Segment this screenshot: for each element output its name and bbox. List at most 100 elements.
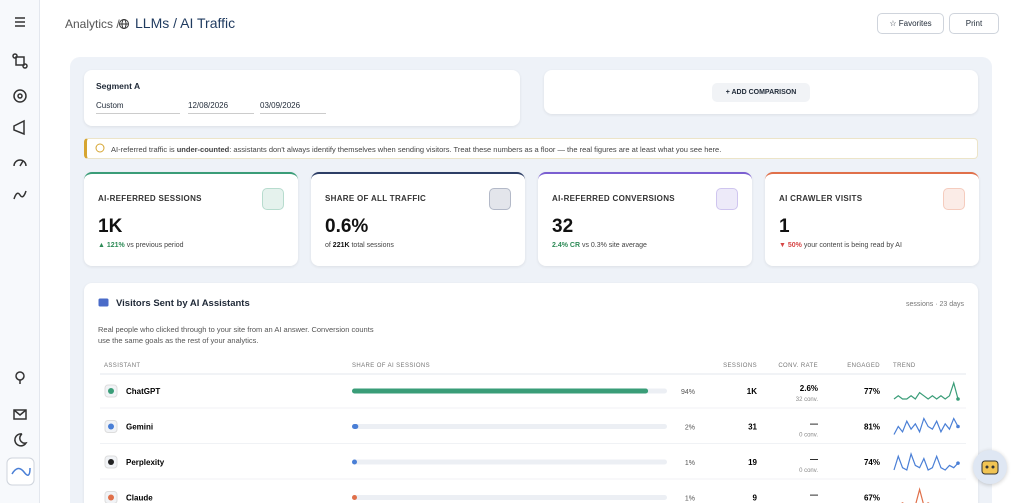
column-header: SHARE OF AI SESSIONS bbox=[352, 363, 430, 369]
kpi-label: AI-REFERRED CONVERSIONS bbox=[552, 194, 675, 203]
kpi-value: 0.6% bbox=[325, 216, 369, 237]
gauge-icon[interactable] bbox=[13, 159, 27, 167]
kpi-highlight: 2.4% CR bbox=[552, 242, 581, 249]
share-label: 2% bbox=[685, 425, 695, 432]
kpi-highlight: 221K bbox=[332, 242, 350, 249]
column-header: SESSIONS bbox=[723, 363, 757, 369]
settings-icon[interactable] bbox=[13, 89, 27, 103]
kpi-sub: ▲ 121% vs previous period bbox=[98, 242, 184, 249]
start-date[interactable]: 12/08/2026 bbox=[188, 101, 254, 114]
kpi-icon bbox=[262, 188, 284, 210]
kpi-value: 1 bbox=[779, 216, 790, 237]
kpi-note: your content is being read by AI bbox=[801, 242, 902, 249]
kpi-icon bbox=[489, 188, 511, 210]
description-line: use the same goals as the rest of your a… bbox=[98, 336, 259, 345]
kpi-icon bbox=[943, 188, 965, 210]
sessions: 31 bbox=[748, 423, 757, 432]
kpi-sub: of 221K total sessions bbox=[325, 242, 394, 249]
sidebar bbox=[0, 0, 40, 503]
kpi-card: AI-REFERRED CONVERSIONS 32 2.4% CR vs 0.3%… bbox=[538, 172, 752, 266]
assistant-name: ChatGPT bbox=[126, 387, 160, 396]
bot-icon bbox=[981, 460, 999, 475]
kpi-value: 1K bbox=[98, 216, 123, 237]
segment-select[interactable]: Custom bbox=[96, 101, 180, 114]
kpi-card: SHARE OF ALL TRAFFIC 0.6% of 221K total se… bbox=[311, 172, 525, 266]
comparison-card: + ADD COMPARISON bbox=[544, 70, 978, 114]
trend-end bbox=[956, 461, 960, 465]
page-title: LLMs / AI Traffic bbox=[135, 15, 236, 31]
share-track bbox=[352, 424, 667, 429]
share-bar bbox=[352, 495, 357, 500]
share-label: 1% bbox=[685, 496, 695, 503]
kpi-highlight: ▲ 121% bbox=[98, 242, 125, 249]
trend-end bbox=[956, 397, 960, 401]
kpi-label: AI-REFERRED SESSIONS bbox=[98, 194, 202, 203]
column-header: TREND bbox=[893, 363, 916, 369]
kpi-sub: 2.4% CR vs 0.3% site average bbox=[552, 242, 647, 249]
info-icon bbox=[95, 143, 105, 153]
notice-text: : assistants don't always identify thems… bbox=[229, 145, 722, 154]
assistant-logo bbox=[108, 423, 114, 430]
kpi-note: vs previous period bbox=[124, 242, 184, 249]
share-label: 1% bbox=[685, 460, 695, 467]
share-bar bbox=[352, 388, 649, 394]
kpi-note: vs 0.3% site average bbox=[580, 242, 647, 249]
table-description: Real people who clicked through to your … bbox=[98, 324, 374, 346]
globe-icon bbox=[119, 19, 129, 29]
favorites-button[interactable]: ☆ Favorites bbox=[877, 13, 944, 34]
moon-icon[interactable] bbox=[14, 433, 28, 447]
segment-card: Segment A Custom 12/08/2026 03/09/2026 bbox=[84, 70, 520, 126]
conv-rate: — bbox=[810, 455, 818, 464]
trend-line bbox=[893, 380, 959, 400]
logo[interactable] bbox=[6, 457, 35, 486]
notice: AI-referred traffic is under-counted: as… bbox=[84, 138, 978, 159]
assistant-name: Perplexity bbox=[126, 458, 165, 467]
table-meta: sessions · 23 days bbox=[906, 301, 964, 308]
engaged: 67% bbox=[864, 494, 880, 503]
assistant-logo bbox=[108, 494, 114, 501]
bulb-icon[interactable] bbox=[15, 371, 25, 384]
kpi-value: 32 bbox=[552, 216, 574, 237]
share-track bbox=[352, 495, 667, 500]
breadcrumb[interactable]: Analytics / bbox=[65, 17, 120, 31]
conv-count: 0 conv. bbox=[799, 468, 818, 474]
notice-text: AI-referred traffic is bbox=[111, 145, 177, 154]
kpi-card: AI-REFERRED SESSIONS 1K ▲ 121% vs previous… bbox=[84, 172, 298, 266]
engaged: 77% bbox=[864, 387, 880, 396]
kpi-prefix: of bbox=[325, 242, 333, 249]
kpi-label: SHARE OF ALL TRAFFIC bbox=[325, 194, 427, 203]
assistant-bot-button[interactable] bbox=[973, 450, 1007, 484]
megaphone-icon[interactable] bbox=[13, 119, 25, 136]
conv-rate: — bbox=[810, 491, 818, 500]
share-label: 94% bbox=[681, 389, 695, 396]
share-bar bbox=[352, 459, 357, 465]
notice-strong: under-counted bbox=[176, 145, 230, 154]
kpi-icon bbox=[716, 188, 738, 210]
chat-icon bbox=[98, 298, 109, 307]
description-line: Real people who clicked through to your … bbox=[98, 325, 374, 334]
sidebar-icons bbox=[6, 17, 35, 486]
add-comparison-button[interactable]: + ADD COMPARISON bbox=[712, 83, 810, 102]
kpi-sub: ▼ 50% your content is being read by AI bbox=[779, 242, 902, 249]
assistant-name: Claude bbox=[126, 494, 153, 503]
command-icon[interactable] bbox=[12, 53, 28, 69]
assistant-logo bbox=[108, 459, 114, 465]
route-icon[interactable] bbox=[13, 190, 27, 200]
engaged: 74% bbox=[864, 458, 880, 467]
segment-title: Segment A bbox=[96, 81, 141, 91]
table-title: Visitors Sent by AI Assistants bbox=[116, 298, 250, 309]
trend-line bbox=[893, 452, 959, 471]
column-header: ENGAGED bbox=[847, 363, 880, 369]
end-date[interactable]: 03/09/2026 bbox=[260, 101, 326, 114]
kpi-card: AI CRAWLER VISITS 1 ▼ 50% your content is … bbox=[765, 172, 979, 266]
trend-line bbox=[901, 487, 930, 503]
sessions: 1K bbox=[747, 387, 757, 396]
logo-mark bbox=[11, 467, 31, 476]
column-header: CONV. RATE bbox=[778, 363, 818, 369]
print-button[interactable]: Print bbox=[949, 13, 999, 34]
menu-icon[interactable] bbox=[15, 17, 25, 27]
column-header: ASSISTANT bbox=[104, 363, 141, 369]
mail-icon[interactable] bbox=[13, 409, 27, 420]
